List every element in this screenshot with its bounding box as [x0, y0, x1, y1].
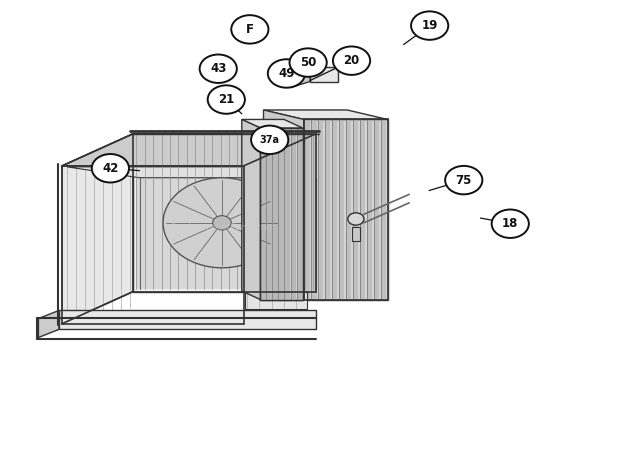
Polygon shape	[267, 128, 272, 300]
Circle shape	[333, 46, 370, 75]
Polygon shape	[62, 134, 133, 324]
Circle shape	[445, 166, 482, 194]
Polygon shape	[333, 119, 337, 300]
Polygon shape	[264, 110, 388, 119]
Polygon shape	[319, 119, 324, 300]
Polygon shape	[340, 119, 345, 300]
Text: 75: 75	[456, 173, 472, 187]
Polygon shape	[291, 128, 296, 300]
Circle shape	[290, 48, 327, 77]
Circle shape	[411, 11, 448, 40]
Polygon shape	[304, 119, 388, 300]
Polygon shape	[310, 67, 338, 82]
Polygon shape	[245, 292, 307, 309]
Text: 37a: 37a	[260, 135, 280, 145]
Polygon shape	[290, 67, 310, 88]
Polygon shape	[242, 119, 260, 300]
Polygon shape	[133, 134, 316, 292]
Text: 21: 21	[218, 93, 234, 106]
Text: 19: 19	[422, 19, 438, 32]
Text: 18: 18	[502, 217, 518, 230]
Polygon shape	[368, 119, 372, 300]
Bar	[352, 227, 360, 241]
Circle shape	[200, 55, 237, 83]
Text: 20: 20	[343, 54, 360, 67]
Polygon shape	[285, 128, 290, 300]
Polygon shape	[264, 110, 304, 300]
Polygon shape	[326, 119, 330, 300]
Ellipse shape	[163, 178, 281, 268]
Polygon shape	[62, 134, 316, 166]
Polygon shape	[297, 128, 302, 300]
Polygon shape	[261, 128, 266, 300]
Polygon shape	[312, 119, 316, 300]
Polygon shape	[38, 310, 59, 337]
Circle shape	[213, 216, 231, 230]
Text: F: F	[246, 23, 254, 36]
Polygon shape	[136, 135, 313, 289]
Polygon shape	[361, 119, 365, 300]
Circle shape	[348, 213, 364, 225]
Circle shape	[492, 210, 529, 238]
Polygon shape	[305, 119, 309, 300]
Polygon shape	[354, 119, 358, 300]
Polygon shape	[382, 119, 386, 300]
Text: eReplacementParts.com: eReplacementParts.com	[165, 223, 275, 232]
Polygon shape	[242, 119, 303, 128]
Text: 50: 50	[300, 56, 316, 69]
Polygon shape	[67, 167, 316, 178]
Circle shape	[231, 15, 268, 44]
Polygon shape	[374, 119, 379, 300]
Text: 42: 42	[102, 162, 118, 175]
Text: 49: 49	[278, 67, 294, 80]
Polygon shape	[260, 128, 303, 300]
Polygon shape	[279, 128, 284, 300]
Circle shape	[92, 154, 129, 182]
Circle shape	[251, 126, 288, 154]
Polygon shape	[273, 128, 278, 300]
Circle shape	[208, 85, 245, 114]
Polygon shape	[59, 310, 316, 329]
Circle shape	[268, 59, 305, 88]
Text: 43: 43	[210, 62, 226, 75]
Polygon shape	[347, 119, 352, 300]
